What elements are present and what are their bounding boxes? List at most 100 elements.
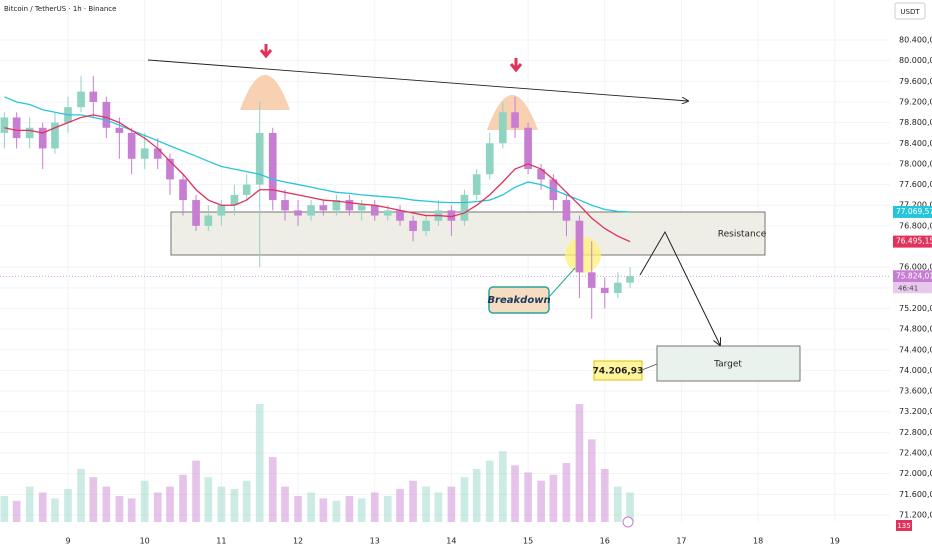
candle-body bbox=[396, 210, 404, 221]
x-tick-label: 16 bbox=[600, 537, 610, 546]
y-tick-label: 74.400,00 bbox=[899, 345, 932, 354]
candle-body bbox=[460, 194, 469, 221]
candle-body bbox=[281, 200, 289, 211]
price-tag bbox=[893, 235, 932, 248]
x-tick-label: 13 bbox=[370, 537, 380, 546]
connector bbox=[641, 363, 658, 371]
candle-body bbox=[422, 220, 430, 232]
volume-bar bbox=[268, 457, 277, 522]
countdown: 46:41 bbox=[898, 284, 918, 292]
moving-average bbox=[4, 96, 631, 213]
volume-bar bbox=[485, 460, 494, 522]
volume-bar bbox=[587, 439, 596, 522]
candle-body bbox=[230, 194, 239, 206]
volume-tag-label: 135 bbox=[897, 522, 910, 530]
price-tag-label: 75.824,01 bbox=[896, 271, 932, 280]
volume-bar bbox=[127, 498, 136, 522]
volume-bar bbox=[140, 480, 149, 522]
candle-body bbox=[447, 210, 456, 221]
volume-bar bbox=[179, 474, 187, 522]
candle-body bbox=[217, 205, 226, 216]
volume-bar bbox=[12, 500, 21, 522]
candle-body bbox=[562, 200, 571, 221]
candle-body bbox=[307, 205, 315, 216]
target-price-box bbox=[593, 360, 643, 381]
candle-body bbox=[345, 200, 354, 211]
candle-body bbox=[613, 282, 622, 293]
y-tick-label: 77.600,00 bbox=[899, 180, 932, 189]
candle-body bbox=[12, 117, 21, 139]
target-price: 74.206,93 bbox=[593, 367, 644, 377]
volume-bar bbox=[549, 474, 558, 522]
y-tick-label: 78.400,00 bbox=[899, 139, 932, 148]
breakdown-box bbox=[488, 286, 550, 314]
candle-body bbox=[524, 127, 532, 170]
candle-body bbox=[77, 91, 85, 108]
volume-bar bbox=[89, 477, 98, 522]
price-tag-label: 76.495,15 bbox=[896, 237, 932, 246]
projection-arrow bbox=[639, 230, 720, 345]
alert-icon[interactable] bbox=[622, 516, 634, 528]
y-tick-label: 71.200,00 bbox=[899, 510, 932, 519]
y-tick-label: 73.600,00 bbox=[899, 387, 932, 396]
candle-body bbox=[357, 205, 366, 211]
price-tag-label: 77.069,57 bbox=[896, 207, 932, 216]
candle-body bbox=[587, 272, 596, 288]
candle-body bbox=[153, 148, 162, 159]
volume-bar bbox=[422, 486, 430, 522]
y-tick-label: 80.000,00 bbox=[899, 56, 932, 65]
candle-body bbox=[600, 287, 609, 293]
candle-body bbox=[192, 200, 200, 226]
volume-bar bbox=[472, 468, 481, 522]
volume-bar bbox=[115, 496, 124, 522]
candle-body bbox=[242, 184, 251, 195]
y-tick-label: 76.000,00 bbox=[899, 263, 932, 272]
target-zone bbox=[656, 345, 801, 382]
candle-body bbox=[89, 91, 98, 102]
arrow-down bbox=[259, 44, 273, 59]
volume-bar bbox=[575, 404, 584, 522]
volume-bar bbox=[626, 492, 634, 522]
volume-bar bbox=[345, 496, 354, 522]
candle-body bbox=[166, 158, 174, 180]
volume-bar bbox=[498, 451, 507, 522]
candle-body bbox=[319, 205, 328, 211]
y-tick-label: 78.800,00 bbox=[899, 118, 932, 127]
volume-bar bbox=[242, 480, 251, 522]
candle-body bbox=[409, 220, 417, 232]
arrow-down bbox=[509, 58, 523, 73]
volume-bar bbox=[383, 496, 392, 522]
volume-bar bbox=[153, 492, 162, 522]
volume-bar bbox=[319, 498, 328, 522]
x-tick-label: 9 bbox=[65, 537, 70, 546]
candle-body bbox=[0, 117, 9, 133]
volume-bar bbox=[230, 488, 239, 522]
currency-box[interactable] bbox=[894, 2, 926, 20]
y-tick-label: 76.800,00 bbox=[899, 221, 932, 230]
volume-bar bbox=[447, 486, 456, 522]
price-tag bbox=[893, 205, 932, 218]
volume-bar bbox=[294, 496, 302, 522]
candle-body bbox=[38, 127, 47, 149]
volume-bar bbox=[0, 496, 9, 522]
y-tick-label: 72.000,00 bbox=[899, 469, 932, 478]
head-shape bbox=[240, 75, 290, 110]
y-tick-label: 78.000,00 bbox=[899, 159, 932, 168]
candle-body bbox=[294, 210, 302, 216]
candle-body bbox=[485, 143, 494, 175]
resistance-label: Resistance bbox=[718, 230, 767, 240]
connector bbox=[548, 267, 576, 298]
volume-bar bbox=[537, 480, 545, 522]
countdown-box bbox=[893, 282, 932, 294]
candle-body bbox=[332, 200, 341, 211]
candle-body bbox=[511, 112, 519, 128]
y-tick-label: 72.400,00 bbox=[899, 449, 932, 458]
x-tick-label: 19 bbox=[830, 537, 840, 546]
y-tick-label: 79.600,00 bbox=[899, 77, 932, 86]
x-tick-label: 15 bbox=[523, 537, 533, 546]
candle-body bbox=[255, 132, 264, 185]
candle-body bbox=[102, 101, 111, 128]
y-tick-label: 74.000,00 bbox=[899, 366, 932, 375]
y-tick-label: 75.200,00 bbox=[899, 304, 932, 313]
candle-body bbox=[626, 276, 634, 283]
